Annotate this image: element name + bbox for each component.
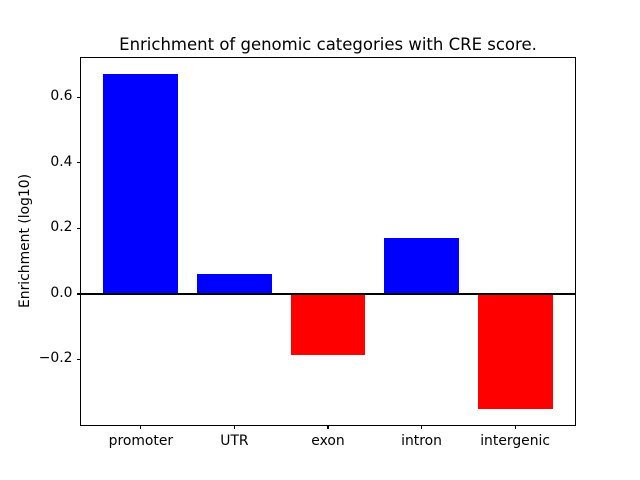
x-tick-label: intergenic bbox=[480, 433, 550, 449]
y-tick-label: 0.6 bbox=[50, 88, 73, 105]
x-tick-mark bbox=[514, 425, 516, 429]
bar-UTR bbox=[197, 274, 272, 294]
x-tick-mark bbox=[327, 425, 329, 429]
bar-intergenic bbox=[477, 293, 553, 409]
bar-exon bbox=[290, 293, 366, 355]
bar-intron bbox=[384, 238, 459, 294]
y-tick-mark bbox=[76, 227, 81, 229]
x-tick-label: intron bbox=[401, 433, 442, 449]
x-tick-mark bbox=[233, 425, 236, 429]
y-tick-mark bbox=[76, 96, 81, 98]
zero-line bbox=[81, 292, 575, 296]
y-tick-label: 0.0 bbox=[50, 284, 73, 301]
y-tick-label: −0.2 bbox=[38, 350, 73, 367]
x-tick-label: exon bbox=[311, 433, 345, 449]
y-tick-label: 0.4 bbox=[50, 153, 73, 170]
x-tick-label: UTR bbox=[220, 433, 249, 449]
x-tick-mark bbox=[420, 425, 423, 429]
y-tick-label: 0.2 bbox=[50, 219, 73, 236]
chart-title: Enrichment of genomic categories with CR… bbox=[119, 35, 537, 54]
x-tick-mark bbox=[140, 425, 142, 429]
bar-promoter bbox=[103, 74, 179, 294]
y-tick-mark bbox=[76, 293, 81, 295]
y-tick-mark bbox=[76, 358, 81, 361]
x-tick-label: promoter bbox=[108, 433, 174, 449]
y-tick-mark bbox=[76, 162, 81, 164]
